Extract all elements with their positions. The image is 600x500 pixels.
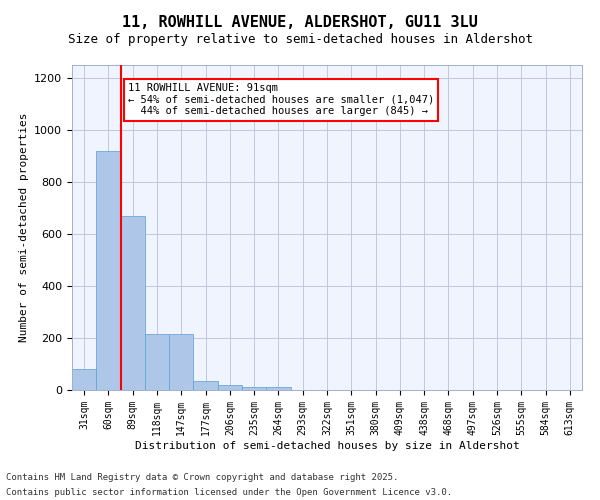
Bar <box>266 388 290 390</box>
Bar <box>218 385 242 390</box>
Bar <box>121 216 145 390</box>
Bar <box>96 151 121 390</box>
Text: 11, ROWHILL AVENUE, ALDERSHOT, GU11 3LU: 11, ROWHILL AVENUE, ALDERSHOT, GU11 3LU <box>122 15 478 30</box>
Bar <box>169 334 193 390</box>
Bar <box>193 381 218 390</box>
Y-axis label: Number of semi-detached properties: Number of semi-detached properties <box>19 113 29 342</box>
Bar <box>72 369 96 390</box>
Text: Size of property relative to semi-detached houses in Aldershot: Size of property relative to semi-detach… <box>67 32 533 46</box>
Text: 11 ROWHILL AVENUE: 91sqm
← 54% of semi-detached houses are smaller (1,047)
  44%: 11 ROWHILL AVENUE: 91sqm ← 54% of semi-d… <box>128 83 434 116</box>
Text: Contains public sector information licensed under the Open Government Licence v3: Contains public sector information licen… <box>6 488 452 497</box>
Bar <box>145 334 169 390</box>
Bar <box>242 388 266 390</box>
X-axis label: Distribution of semi-detached houses by size in Aldershot: Distribution of semi-detached houses by … <box>134 440 520 450</box>
Text: Contains HM Land Registry data © Crown copyright and database right 2025.: Contains HM Land Registry data © Crown c… <box>6 473 398 482</box>
